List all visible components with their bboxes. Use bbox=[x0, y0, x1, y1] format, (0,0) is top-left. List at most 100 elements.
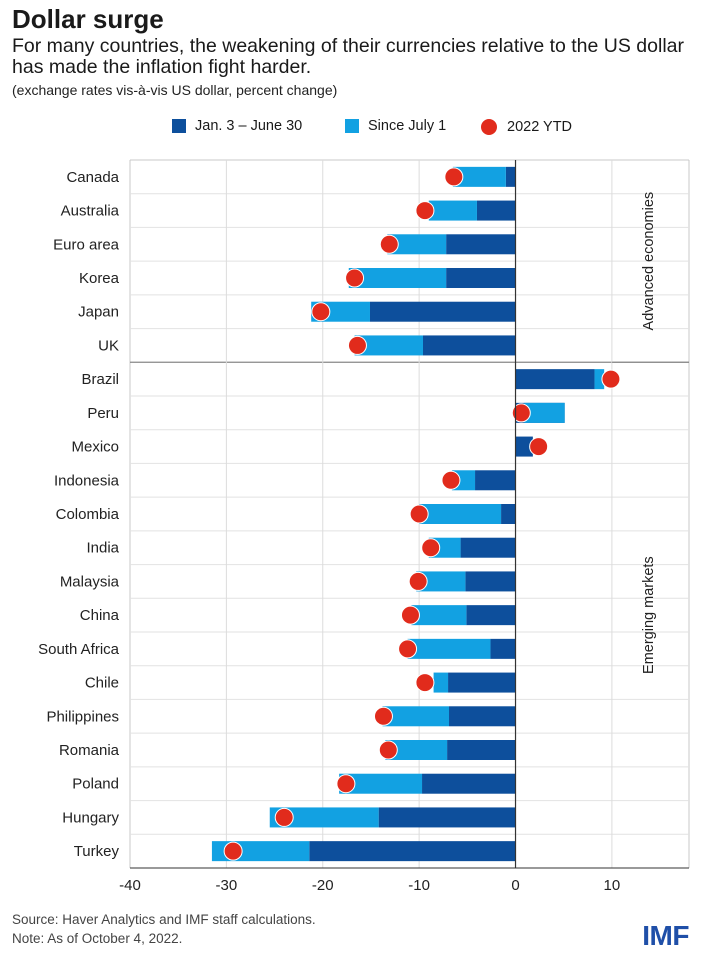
category-label: Hungary bbox=[62, 809, 119, 826]
bar-jan-june bbox=[422, 773, 516, 794]
bar-since-july bbox=[411, 605, 467, 626]
category-label: Colombia bbox=[56, 506, 120, 523]
category-label: Malaysia bbox=[60, 573, 120, 590]
category-label: Turkey bbox=[74, 843, 120, 860]
legend-swatch-jan-june bbox=[172, 119, 186, 133]
bar-jan-june bbox=[515, 369, 595, 390]
bar-since-july bbox=[387, 234, 447, 255]
bar-since-july bbox=[354, 335, 423, 356]
legend-item-since-july: Since July 1 bbox=[345, 118, 446, 134]
ytd-dot bbox=[274, 807, 294, 827]
ytd-dot bbox=[336, 774, 356, 794]
ytd-dot bbox=[421, 538, 441, 558]
bar-since-july bbox=[419, 504, 502, 524]
chart-title: Dollar surge bbox=[12, 4, 164, 34]
category-label: Indonesia bbox=[54, 472, 120, 489]
imf-logo: IMF bbox=[642, 920, 689, 951]
bar-since-july bbox=[348, 268, 447, 288]
bar-since-july bbox=[524, 402, 565, 423]
category-label: Canada bbox=[66, 169, 119, 186]
ytd-dot bbox=[398, 639, 418, 659]
legend-item-jan-june: Jan. 3 – June 30 bbox=[172, 118, 302, 134]
bar-jan-june bbox=[448, 672, 516, 693]
bar-jan-june bbox=[490, 638, 516, 659]
ytd-dot bbox=[511, 403, 531, 423]
category-label: Japan bbox=[78, 304, 119, 321]
legend-swatch-ytd bbox=[480, 118, 498, 136]
x-tick-label: -40 bbox=[119, 877, 141, 894]
ytd-dot bbox=[345, 268, 365, 288]
bar-jan-june bbox=[466, 605, 516, 626]
bar-jan-june bbox=[460, 537, 516, 558]
bar-jan-june bbox=[369, 301, 516, 322]
bar-since-july bbox=[452, 166, 506, 187]
bar-since-july bbox=[416, 571, 466, 592]
bar-since-july bbox=[382, 706, 450, 727]
bar-jan-june bbox=[449, 706, 516, 727]
category-label: Australia bbox=[61, 203, 120, 220]
bar-since-july bbox=[594, 369, 605, 390]
category-label: China bbox=[80, 607, 120, 624]
unit-note: (exchange rates vis-à-vis US dollar, per… bbox=[12, 82, 338, 98]
legend-item-ytd: 2022 YTD bbox=[480, 118, 572, 136]
source-text: Source: Haver Analytics and IMF staff ca… bbox=[12, 912, 316, 927]
ytd-dot bbox=[223, 841, 243, 861]
note-text: Note: As of October 4, 2022. bbox=[12, 931, 183, 946]
ytd-dot bbox=[415, 673, 435, 693]
category-label: Peru bbox=[87, 405, 119, 422]
x-tick-label: 0 bbox=[511, 877, 519, 894]
ytd-dot bbox=[408, 571, 428, 591]
footer-notes: Source: Haver Analytics and IMF staff ca… bbox=[12, 910, 316, 948]
ytd-dot bbox=[378, 740, 398, 760]
x-tick-label: -10 bbox=[408, 877, 430, 894]
bar-jan-june bbox=[515, 436, 533, 457]
bar-jan-june bbox=[501, 504, 516, 524]
legend: Jan. 3 – June 30 Since July 1 2022 YTD bbox=[0, 118, 701, 142]
category-label: India bbox=[86, 540, 119, 557]
category-label: Chile bbox=[85, 675, 119, 692]
group-label-advanced: Advanced economies bbox=[641, 192, 657, 331]
ytd-dot bbox=[444, 167, 464, 187]
category-label: UK bbox=[98, 337, 119, 354]
category-label: South Africa bbox=[38, 641, 120, 658]
bar-jan-june bbox=[475, 470, 516, 491]
legend-label: 2022 YTD bbox=[507, 119, 573, 135]
legend-swatch-since-july bbox=[345, 119, 359, 133]
bar-jan-june bbox=[378, 807, 516, 828]
category-label: Korea bbox=[79, 270, 120, 287]
ytd-dot bbox=[415, 201, 435, 221]
ytd-dot bbox=[409, 504, 429, 524]
x-tick-label: 10 bbox=[604, 877, 621, 894]
ytd-dot bbox=[379, 234, 399, 254]
category-label: Euro area bbox=[53, 236, 120, 253]
bar-jan-june bbox=[447, 740, 516, 760]
ytd-dot bbox=[311, 302, 331, 322]
ytd-dot bbox=[400, 605, 420, 625]
ytd-dot bbox=[601, 369, 621, 389]
category-label: Poland bbox=[72, 776, 119, 793]
ytd-dot bbox=[373, 706, 393, 726]
bar-jan-june bbox=[476, 200, 516, 221]
group-label-emerging: Emerging markets bbox=[641, 556, 657, 674]
category-label: Philippines bbox=[46, 708, 119, 725]
bar-jan-june bbox=[505, 166, 516, 187]
legend-label: Since July 1 bbox=[368, 118, 447, 134]
bar-since-july bbox=[433, 672, 449, 693]
x-tick-label: -20 bbox=[312, 877, 334, 894]
bar-since-july bbox=[385, 740, 448, 760]
category-label: Mexico bbox=[71, 439, 119, 456]
ytd-dot bbox=[347, 335, 367, 355]
bar-jan-june bbox=[309, 841, 516, 862]
bar-since-july bbox=[269, 807, 379, 828]
category-label: Romania bbox=[59, 742, 120, 759]
bar-since-july bbox=[407, 638, 491, 659]
category-label: Brazil bbox=[81, 371, 119, 388]
bar-jan-june bbox=[446, 234, 516, 255]
bar-jan-june bbox=[446, 268, 516, 288]
legend-label: Jan. 3 – June 30 bbox=[195, 118, 303, 134]
bar-jan-june bbox=[465, 571, 516, 592]
chart-subtitle: For many countries, the weakening of the… bbox=[12, 35, 684, 78]
ytd-dot bbox=[441, 470, 461, 490]
bar-since-july bbox=[339, 773, 423, 794]
